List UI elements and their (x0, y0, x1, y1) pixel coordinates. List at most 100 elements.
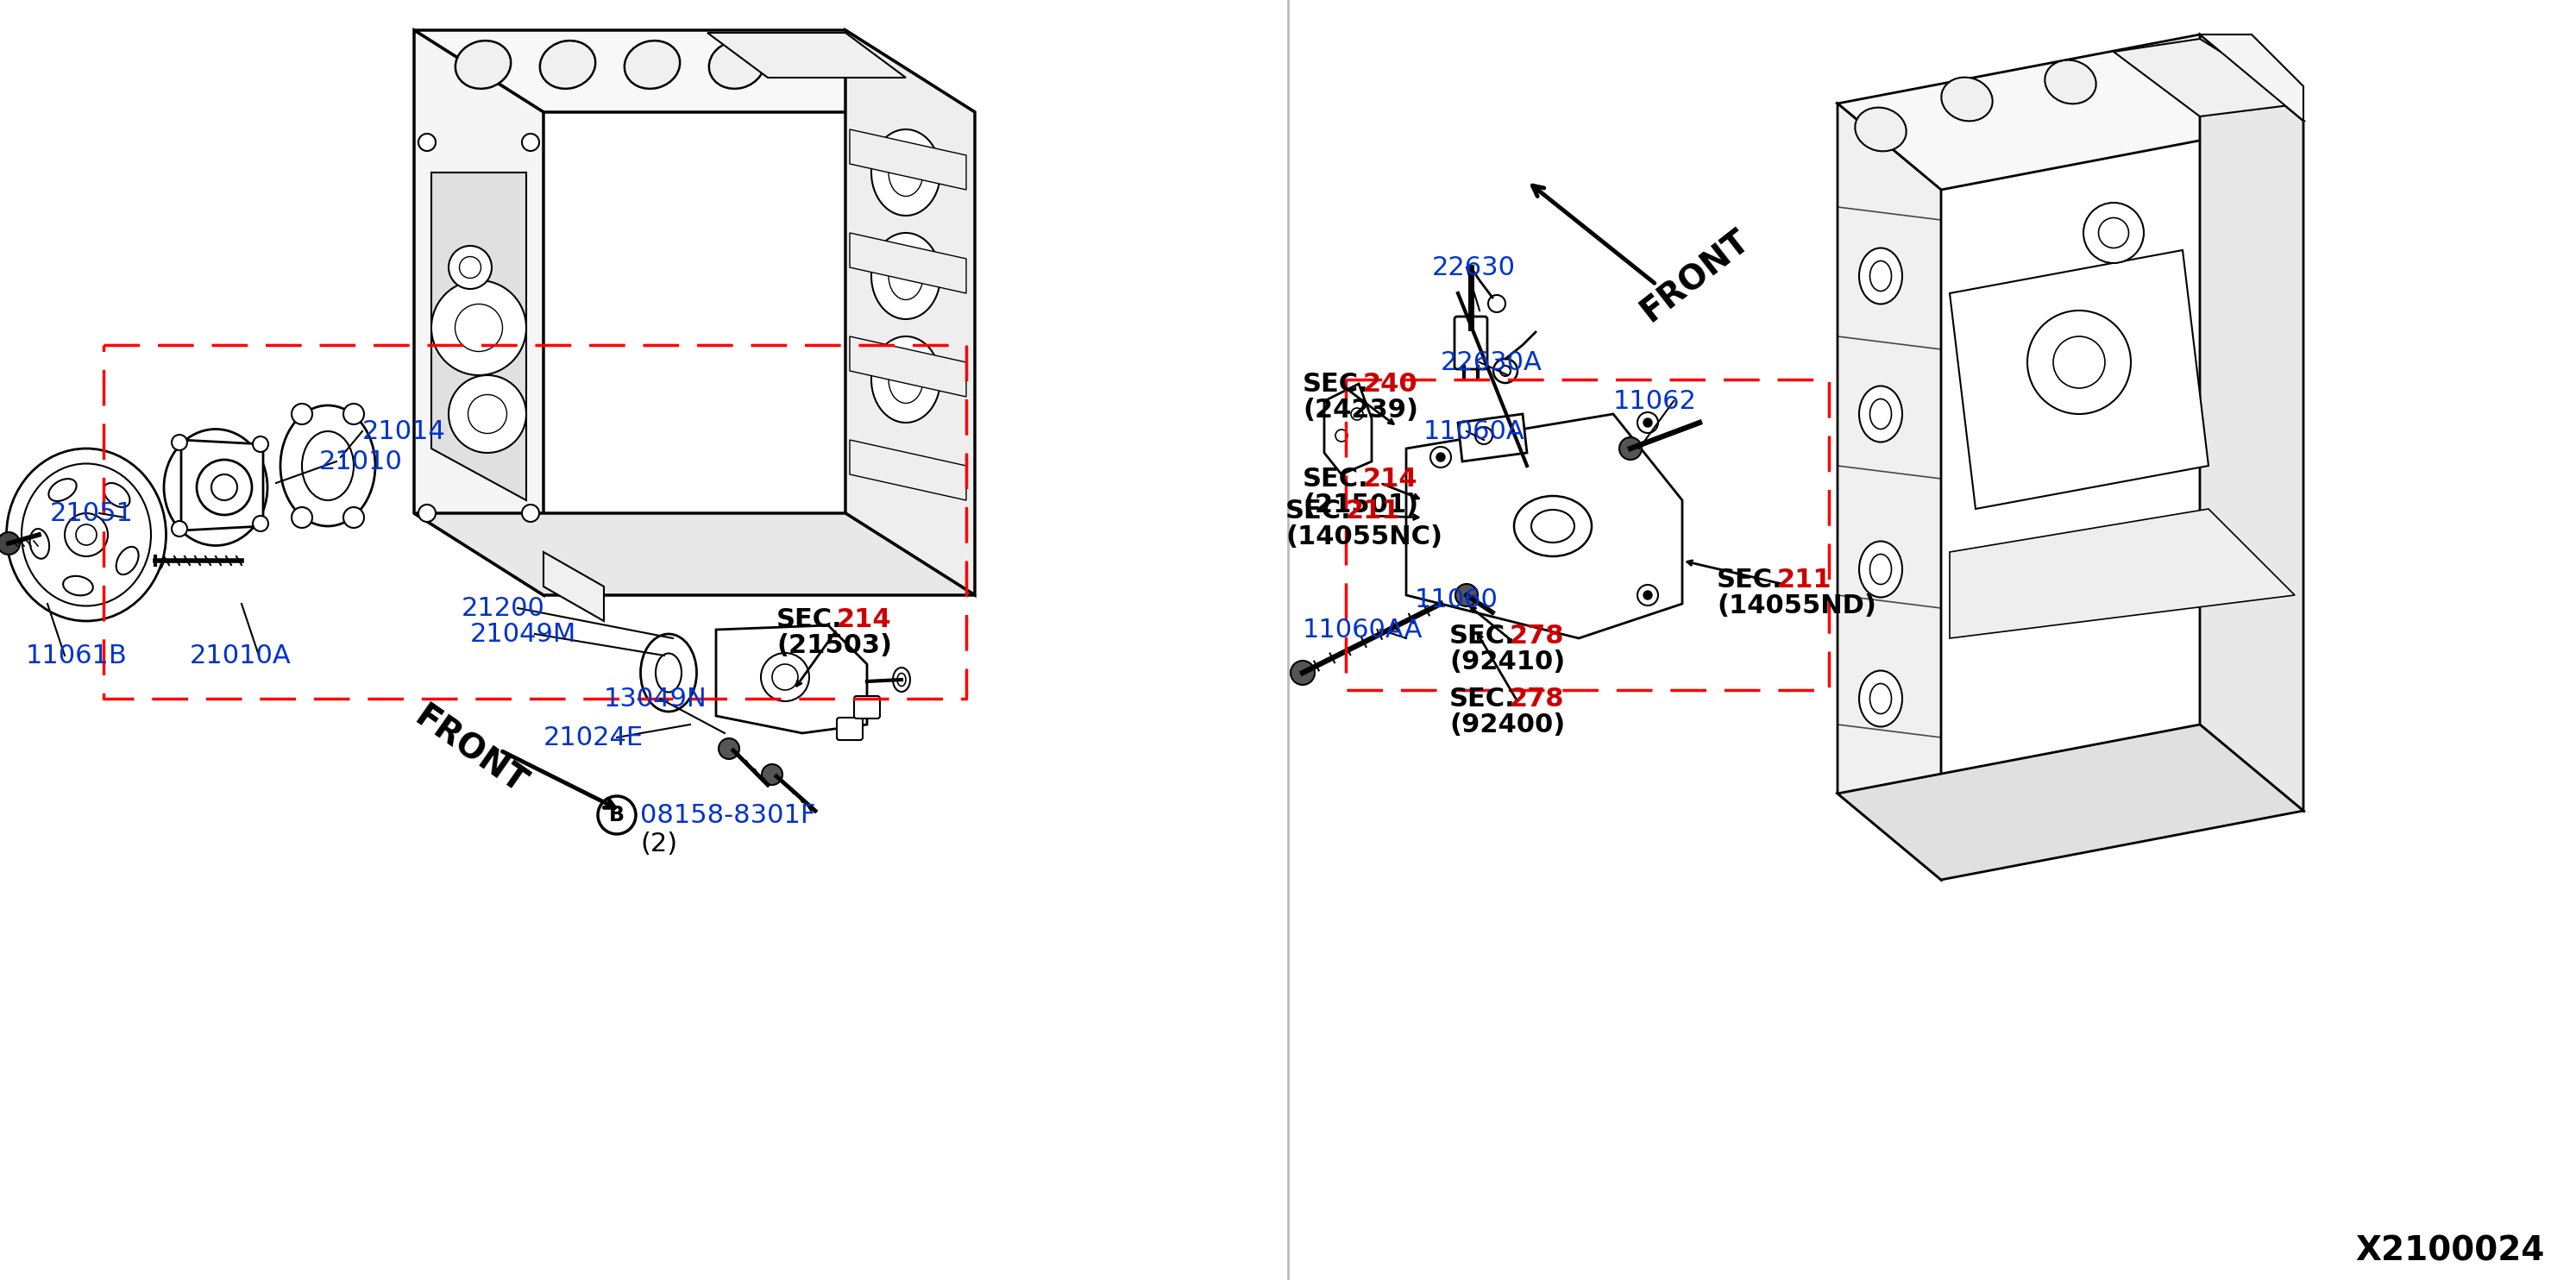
Ellipse shape (1855, 108, 1906, 151)
Circle shape (1643, 591, 1651, 599)
Text: 11062: 11062 (1613, 389, 1698, 413)
Polygon shape (850, 129, 966, 189)
Text: (21503): (21503) (775, 632, 891, 658)
Text: SEC.: SEC. (1303, 466, 1368, 492)
Text: 22630A: 22630A (1440, 349, 1543, 375)
Ellipse shape (871, 233, 940, 319)
Circle shape (343, 507, 363, 527)
Polygon shape (708, 33, 907, 78)
Text: 22630: 22630 (1432, 255, 1515, 280)
Circle shape (760, 653, 809, 701)
Ellipse shape (165, 429, 268, 545)
Ellipse shape (1870, 399, 1891, 429)
Text: 21051: 21051 (49, 500, 134, 526)
Circle shape (417, 504, 435, 522)
Circle shape (173, 435, 188, 451)
Ellipse shape (116, 547, 139, 575)
Text: X2100024: X2100024 (2354, 1234, 2545, 1267)
Ellipse shape (49, 479, 77, 500)
Ellipse shape (281, 406, 376, 526)
Text: SEC.: SEC. (1716, 567, 1783, 593)
Polygon shape (1837, 724, 2303, 879)
Circle shape (1620, 438, 1641, 460)
Text: 21010A: 21010A (191, 643, 291, 668)
Text: B: B (608, 805, 623, 826)
Ellipse shape (2045, 60, 2097, 104)
Polygon shape (2200, 35, 2303, 810)
Circle shape (1499, 366, 1510, 376)
Polygon shape (430, 173, 526, 500)
Polygon shape (180, 440, 263, 530)
Ellipse shape (1530, 509, 1574, 543)
Text: SEC.: SEC. (1450, 623, 1515, 648)
Circle shape (2053, 337, 2105, 388)
Ellipse shape (871, 129, 940, 215)
Ellipse shape (62, 576, 93, 595)
Polygon shape (850, 233, 966, 293)
Text: 211: 211 (1777, 567, 1832, 593)
Polygon shape (845, 31, 974, 595)
Text: 11060: 11060 (1414, 588, 1499, 612)
FancyBboxPatch shape (855, 696, 881, 718)
Circle shape (173, 521, 188, 536)
FancyBboxPatch shape (837, 718, 863, 740)
Circle shape (523, 133, 538, 151)
FancyBboxPatch shape (1455, 316, 1486, 369)
Text: 240: 240 (1363, 371, 1417, 397)
Text: 11061B: 11061B (26, 643, 126, 668)
Circle shape (523, 504, 538, 522)
Circle shape (719, 739, 739, 759)
Polygon shape (415, 31, 974, 113)
Circle shape (1437, 453, 1445, 462)
Text: 278: 278 (1510, 686, 1564, 712)
Text: 11060A: 11060A (1425, 419, 1525, 444)
Text: 11060AA: 11060AA (1303, 617, 1422, 643)
Circle shape (75, 525, 98, 545)
Polygon shape (1837, 104, 1942, 879)
Ellipse shape (871, 337, 940, 422)
Ellipse shape (103, 483, 129, 507)
Circle shape (291, 403, 312, 425)
Ellipse shape (456, 41, 510, 88)
Ellipse shape (1860, 248, 1901, 305)
Polygon shape (544, 552, 603, 621)
Circle shape (1430, 447, 1450, 467)
Text: SEC.: SEC. (775, 607, 842, 632)
Ellipse shape (541, 41, 595, 88)
Ellipse shape (708, 41, 765, 88)
Ellipse shape (21, 463, 152, 605)
Polygon shape (716, 626, 868, 733)
Text: SEC.: SEC. (1450, 686, 1515, 712)
Circle shape (598, 796, 636, 835)
Polygon shape (850, 337, 966, 397)
Circle shape (0, 532, 21, 554)
Text: 214: 214 (1363, 466, 1417, 492)
Ellipse shape (623, 41, 680, 88)
Text: (2): (2) (639, 831, 677, 856)
Ellipse shape (894, 668, 909, 691)
Circle shape (2027, 311, 2130, 413)
Circle shape (430, 280, 526, 375)
Text: (92410): (92410) (1450, 649, 1566, 675)
Polygon shape (1837, 35, 2303, 189)
Polygon shape (1324, 384, 1370, 475)
Text: FRONT: FRONT (407, 700, 533, 801)
Ellipse shape (896, 673, 907, 686)
Ellipse shape (1860, 387, 1901, 442)
Circle shape (1476, 428, 1492, 444)
Text: FRONT: FRONT (1636, 224, 1757, 329)
Text: (21501): (21501) (1303, 492, 1419, 517)
Polygon shape (1406, 413, 1682, 639)
Circle shape (762, 764, 783, 785)
Circle shape (2099, 218, 2128, 248)
Text: 21024E: 21024E (544, 724, 644, 750)
Circle shape (2084, 202, 2143, 264)
Ellipse shape (1870, 684, 1891, 714)
Circle shape (1334, 430, 1347, 442)
Ellipse shape (889, 148, 922, 196)
Circle shape (469, 394, 507, 434)
Circle shape (1291, 660, 1314, 685)
Circle shape (196, 460, 252, 515)
Text: (92400): (92400) (1450, 712, 1566, 737)
Ellipse shape (1860, 541, 1901, 598)
